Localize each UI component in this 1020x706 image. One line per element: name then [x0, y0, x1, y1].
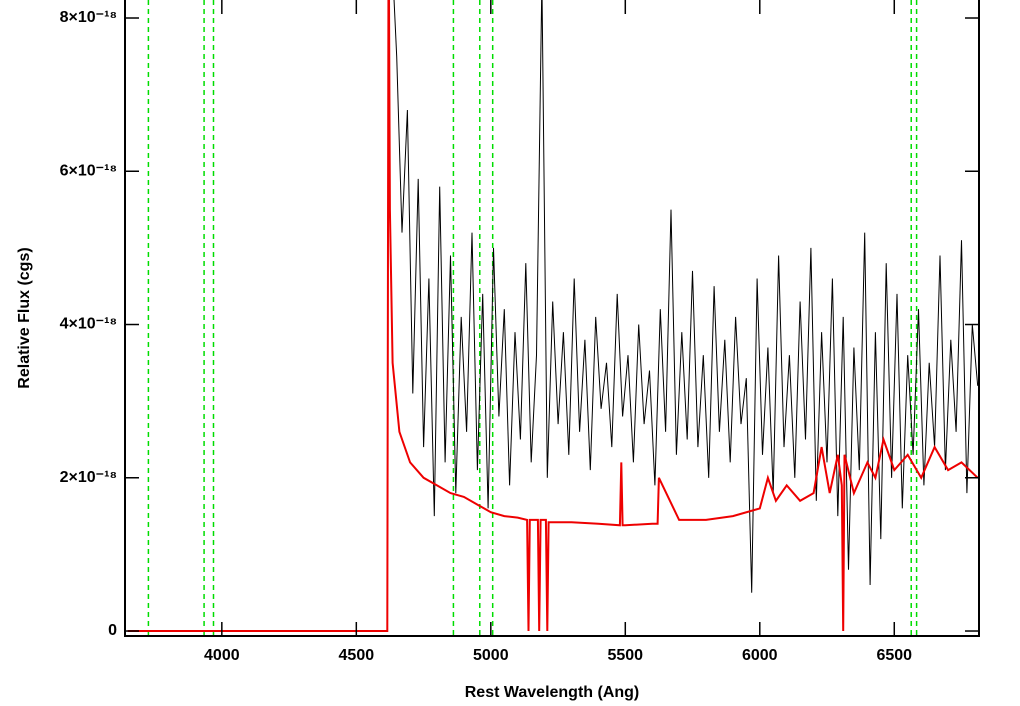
- x-tick-label: 4000: [204, 647, 240, 664]
- x-tick-label: 5500: [607, 647, 643, 664]
- x-axis-title: Rest Wavelength (Ang): [465, 684, 640, 701]
- frame: [124, 0, 980, 637]
- x-tick-label: 5000: [473, 647, 509, 664]
- x-tick-label: 4500: [339, 647, 375, 664]
- spectrum-line: [127, 0, 979, 632]
- y-tick-label: 0: [108, 622, 117, 639]
- y-axis-title: Relative Flux (cgs): [16, 247, 33, 388]
- y-tick-label: 6×10⁻¹⁸: [60, 162, 117, 179]
- x-tick-label: 6500: [876, 647, 912, 664]
- x-tick-label: 6000: [742, 647, 778, 664]
- y-tick-label: 2×10⁻¹⁸: [60, 469, 117, 486]
- y-tick-label: 4×10⁻¹⁸: [60, 316, 117, 333]
- plot-area: [127, 0, 979, 636]
- y-tick-label: 8×10⁻¹⁸: [60, 9, 117, 26]
- spectrum-line: [393, 0, 979, 593]
